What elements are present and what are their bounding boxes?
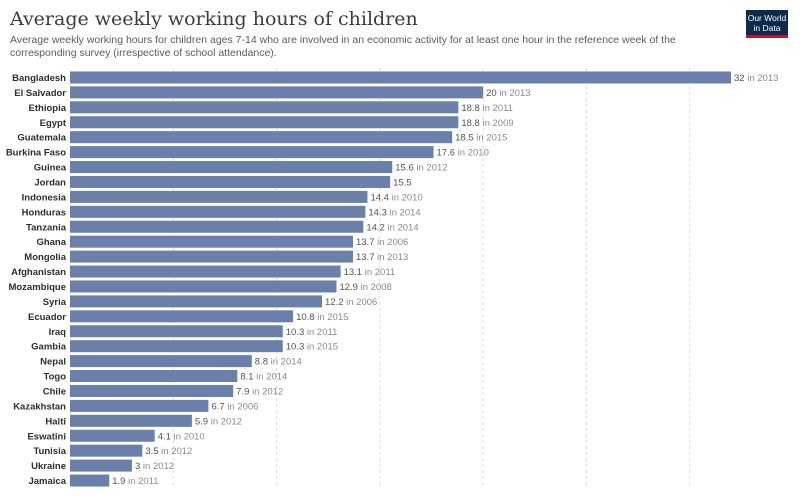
category-label: Chile (43, 386, 66, 397)
category-label: Syria (43, 297, 67, 308)
category-label: Guinea (34, 163, 67, 174)
category-label: Nepal (40, 357, 66, 368)
logo-line-1: Our World (747, 13, 787, 23)
value-label: 14.4 in 2010 (370, 192, 422, 203)
value-label: 15.6 in 2012 (395, 163, 447, 174)
bar[interactable] (70, 310, 294, 323)
category-label: Kazakhstan (13, 401, 66, 412)
value-label: 18.8 in 2009 (461, 118, 513, 129)
category-label: Mongolia (24, 252, 66, 263)
value-label: 13.7 in 2006 (356, 237, 408, 248)
bar[interactable] (70, 414, 192, 427)
category-label: Indonesia (22, 192, 67, 203)
bar[interactable] (70, 116, 459, 129)
bar[interactable] (70, 131, 453, 144)
value-label: 18.5 in 2015 (455, 133, 507, 144)
value-label: 32 in 2013 (734, 73, 778, 84)
category-label: Ghana (36, 237, 66, 248)
category-label: Haiti (45, 416, 66, 427)
bar[interactable] (70, 161, 393, 174)
bar[interactable] (70, 474, 110, 487)
category-label: Mozambique (8, 282, 66, 293)
bar[interactable] (70, 146, 434, 159)
bar[interactable] (70, 340, 283, 353)
bar[interactable] (70, 71, 731, 84)
value-label: 12.2 in 2006 (325, 297, 377, 308)
value-label: 3.5 in 2012 (145, 446, 192, 457)
value-label: 12.9 in 2008 (339, 282, 391, 293)
category-label: Tunisia (33, 446, 66, 457)
value-label: 7.9 in 2012 (236, 386, 283, 397)
bar[interactable] (70, 370, 238, 383)
bar[interactable] (70, 280, 337, 293)
category-label: El Salvador (14, 88, 66, 99)
value-label: 13.1 in 2011 (344, 267, 396, 278)
bar[interactable] (70, 325, 283, 338)
category-label: Eswatini (27, 431, 66, 442)
bar[interactable] (70, 175, 391, 188)
value-label: 4.1 in 2010 (158, 431, 205, 442)
bar[interactable] (70, 190, 368, 203)
value-label: 3 in 2012 (135, 461, 174, 472)
value-label: 8.8 in 2014 (255, 357, 302, 368)
value-label: 18.8 in 2011 (461, 103, 513, 114)
category-label: Burkina Faso (6, 148, 66, 159)
category-label: Guatemala (17, 133, 66, 144)
bar[interactable] (70, 444, 143, 457)
bar[interactable] (70, 265, 341, 278)
value-label: 10.3 in 2011 (286, 327, 338, 338)
bar[interactable] (70, 235, 353, 248)
category-label: Egypt (40, 118, 67, 129)
category-label: Afghanistan (11, 267, 66, 278)
category-label: Iraq (49, 327, 67, 338)
bar[interactable] (70, 355, 252, 368)
category-label: Tanzania (26, 222, 67, 233)
bar[interactable] (70, 86, 484, 99)
value-label: 20 in 2013 (486, 88, 530, 99)
value-label: 10.3 in 2015 (286, 342, 338, 353)
value-label: 15.5 (393, 177, 412, 188)
logo-accent-bar (746, 35, 788, 38)
value-label: 5.9 in 2012 (195, 416, 242, 427)
category-label: Ukraine (31, 461, 66, 472)
bar[interactable] (70, 295, 323, 308)
logo-line-2: in Data (753, 23, 781, 33)
bar[interactable] (70, 250, 353, 263)
category-label: Togo (43, 372, 66, 383)
category-label: Ecuador (28, 312, 66, 323)
chart-title: Average weekly working hours of children (10, 8, 418, 30)
value-label: 14.3 in 2014 (368, 207, 420, 218)
category-label: Jordan (34, 177, 66, 188)
owid-logo[interactable]: Our World in Data (746, 10, 788, 38)
bar[interactable] (70, 101, 459, 114)
category-label: Jamaica (28, 476, 66, 487)
bar[interactable] (70, 459, 132, 472)
bar[interactable] (70, 399, 209, 412)
value-label: 1.9 in 2011 (112, 476, 158, 487)
category-label: Gambia (31, 342, 67, 353)
value-label: 13.7 in 2013 (356, 252, 408, 263)
chart-subtitle: Average weekly working hours for childre… (10, 34, 676, 59)
value-label: 8.1 in 2014 (240, 372, 287, 383)
category-label: Bangladesh (12, 73, 66, 84)
category-label: Honduras (22, 207, 66, 218)
value-label: 14.2 in 2014 (366, 222, 418, 233)
value-label: 10.8 in 2015 (296, 312, 348, 323)
value-label: 17.6 in 2010 (437, 148, 489, 159)
value-label: 6.7 in 2006 (211, 401, 258, 412)
category-label: Ethiopia (29, 103, 67, 114)
bar[interactable] (70, 429, 155, 442)
bar[interactable] (70, 205, 366, 218)
bar[interactable] (70, 384, 234, 397)
bar[interactable] (70, 220, 364, 233)
